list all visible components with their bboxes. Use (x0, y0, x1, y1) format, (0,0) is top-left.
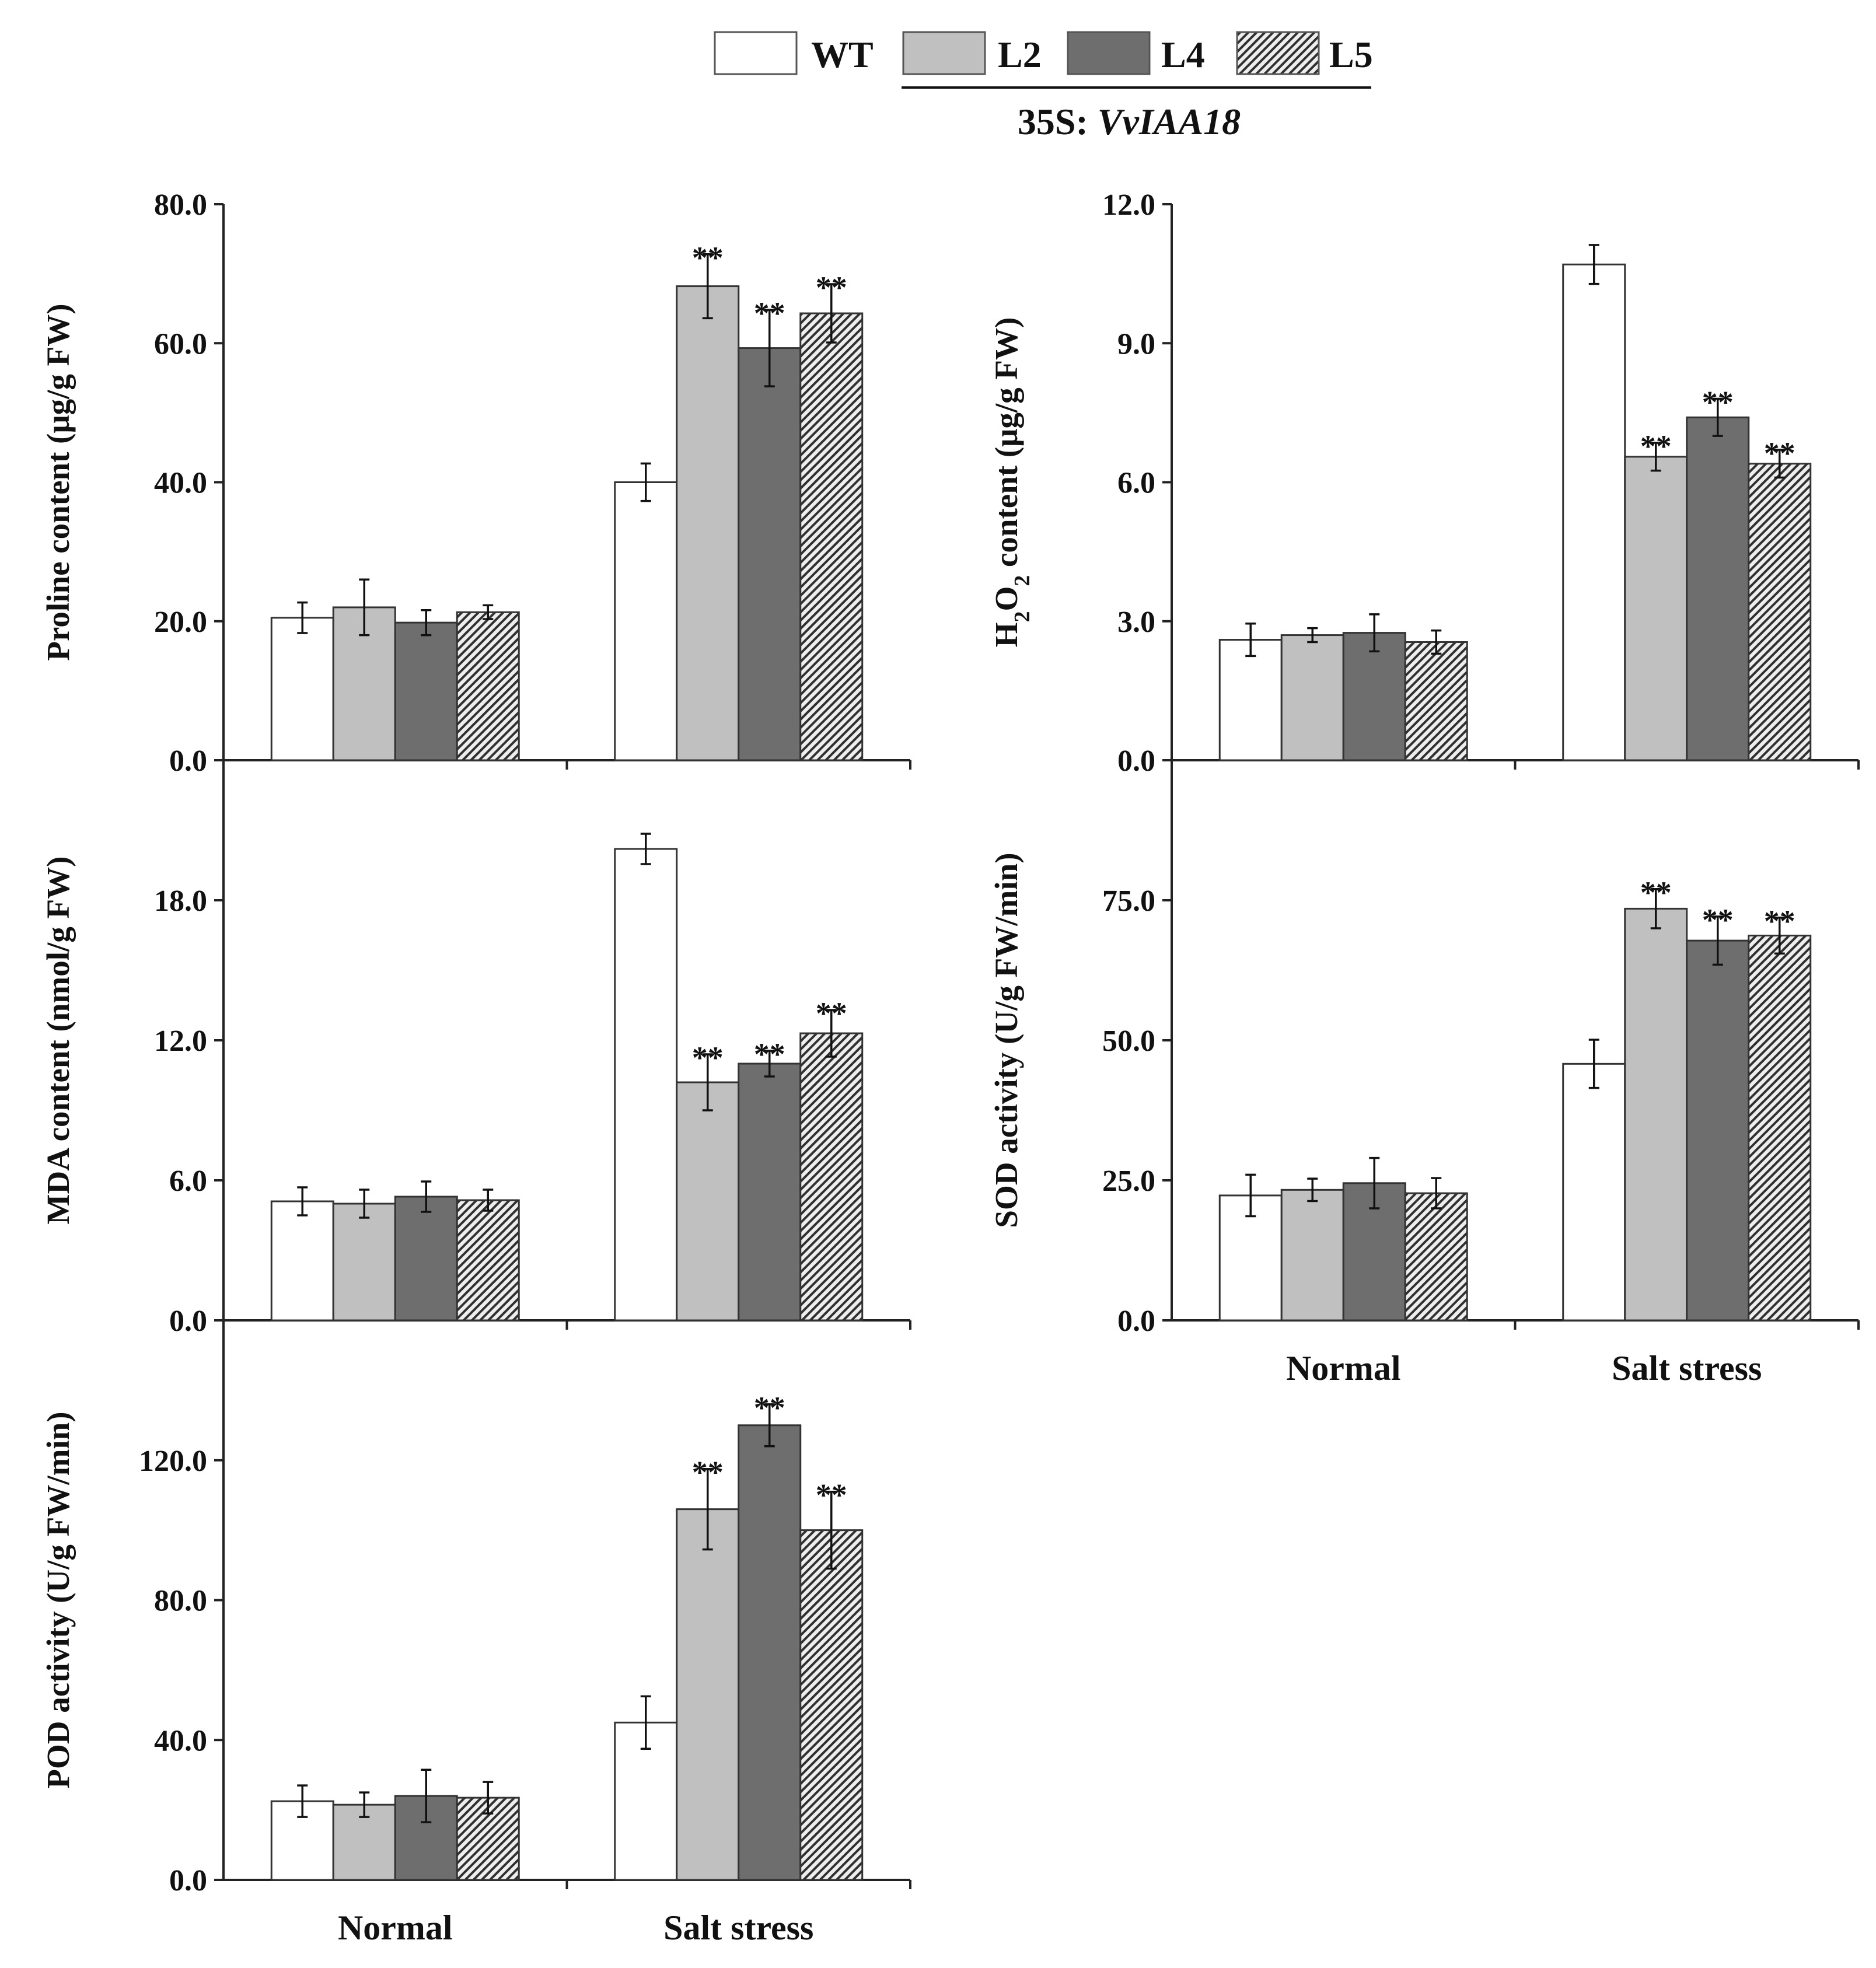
y-tick-label: 9.0 (1117, 327, 1155, 361)
chart-mda: 0.0 6.0 12.0 18.0 ** ** ** MDA content (nmol/g … (40, 760, 911, 1338)
y-tick-label: 25.0 (1102, 1165, 1155, 1198)
x-category-label: Normal (338, 1908, 453, 1947)
y-axis-label: H2O2 content (μg/g FW) (988, 317, 1035, 648)
bar-wt-salt (614, 481, 678, 761)
y-axis-label: SOD activity (U/g FW/min) (988, 852, 1024, 1228)
y-axis-label: MDA content (nmol/g FW) (40, 857, 76, 1225)
y-tick-label: 0.0 (169, 1864, 207, 1897)
y-axis-label: POD activity (U/g FW/min) (40, 1411, 76, 1788)
legend-label-l4: L4 (1161, 34, 1205, 75)
bar-l2-salt (676, 285, 740, 761)
significance-mark: ** (1702, 903, 1734, 938)
significance-mark: ** (692, 1040, 724, 1075)
bar-l5-salt (799, 312, 864, 761)
bar-l5-salt (1748, 463, 1812, 761)
bar-wt-salt (1562, 263, 1626, 761)
significance-mark: ** (816, 996, 847, 1031)
legend-group-caption: 35S: VvIAA18 (1018, 101, 1241, 142)
y-tick-label: 3.0 (1117, 606, 1155, 639)
significance-mark: ** (1640, 875, 1672, 910)
bar-l2-salt (1624, 456, 1688, 761)
charts: 0.0 20.0 40.0 60.0 80.0 ** ** ** Proline content… (40, 188, 1860, 1947)
legend-label-l2: L2 (998, 34, 1042, 75)
bar-l2-salt (676, 1081, 740, 1322)
y-tick-label: 120.0 (139, 1445, 207, 1478)
y-tick-label: 40.0 (154, 467, 207, 500)
legend-label-l5: L5 (1329, 34, 1373, 75)
y-tick-label: 20.0 (154, 606, 207, 639)
significance-mark: ** (754, 296, 785, 331)
bar-l2-normal (1280, 1189, 1344, 1322)
y-tick-label: 12.0 (1102, 188, 1155, 222)
legend-swatch-wt (714, 31, 798, 75)
bar-l4-salt (738, 1424, 802, 1881)
significance-mark: ** (816, 1478, 847, 1513)
legend-swatch-l5 (1236, 31, 1320, 75)
y-tick-label: 6.0 (169, 1165, 207, 1198)
x-category-label: Normal (1286, 1349, 1401, 1387)
y-tick-label: 60.0 (154, 327, 207, 361)
y-tick-label: 50.0 (1102, 1025, 1155, 1058)
y-tick-label: 0.0 (1117, 744, 1155, 778)
bar-l4-salt (738, 347, 802, 761)
significance-mark: ** (754, 1037, 785, 1072)
bar-l5-salt (799, 1529, 864, 1881)
y-tick-label: 40.0 (154, 1724, 207, 1757)
bar-l5-normal (456, 611, 520, 761)
legend-swatch-l2 (902, 31, 986, 75)
bar-l5-normal (1404, 1192, 1468, 1322)
y-tick-label: 80.0 (154, 188, 207, 222)
x-category-label: Salt stress (1612, 1349, 1762, 1387)
bar-wt-salt (1562, 1062, 1626, 1322)
bar-wt-normal (270, 1200, 334, 1322)
legend-label-wt: WT (811, 34, 874, 75)
y-tick-label: 80.0 (154, 1585, 207, 1618)
bar-l2-normal (332, 1203, 396, 1322)
y-tick-label: 0.0 (1117, 1305, 1155, 1338)
y-tick-label: 0.0 (169, 744, 207, 778)
significance-mark: ** (692, 1455, 724, 1490)
legend: WT L2 L4 L5 35S: VvIAA18 (714, 31, 1373, 142)
significance-mark: ** (692, 240, 724, 275)
bar-l2-salt (676, 1508, 740, 1881)
bar-l2-salt (1624, 907, 1688, 1322)
y-tick-label: 0.0 (169, 1305, 207, 1338)
x-category-label: Salt stress (663, 1908, 813, 1947)
y-tick-label: 12.0 (154, 1025, 207, 1058)
chart-pod: 0.0 40.0 80.0 120.0 Normal ** ** ** Salt stress P… (40, 1320, 911, 1947)
bar-l4-salt (738, 1062, 802, 1322)
significance-mark: ** (1640, 429, 1672, 464)
chart-proline: 0.0 20.0 40.0 60.0 80.0 ** ** ** Proline content… (40, 188, 911, 778)
chart-h2o2: 0.0 3.0 6.0 9.0 12.0 ** ** ** H2O2 content (μg/g… (988, 188, 1860, 778)
chart-sod: 0.0 25.0 50.0 75.0 Normal ** ** ** Salt stress SO… (988, 760, 1860, 1387)
significance-mark: ** (1764, 436, 1795, 471)
significance-mark: ** (1764, 904, 1795, 939)
bar-l4-salt (1686, 939, 1750, 1322)
bar-l5-normal (456, 1199, 520, 1322)
bar-wt-salt (614, 848, 678, 1322)
bar-l4-normal (1342, 1182, 1406, 1322)
bar-l5-salt (1748, 934, 1812, 1322)
bar-l4-salt (1686, 416, 1750, 761)
significance-mark: ** (816, 270, 847, 305)
bar-wt-normal (270, 617, 334, 761)
y-axis-label: Proline content (μg/g FW) (40, 303, 76, 660)
bar-wt-normal (1218, 639, 1283, 761)
bar-l5-normal (1404, 641, 1468, 761)
significance-mark: ** (754, 1390, 785, 1425)
y-tick-label: 6.0 (1117, 467, 1155, 500)
legend-swatch-l4 (1067, 31, 1151, 75)
significance-mark: ** (1702, 385, 1734, 420)
y-tick-label: 18.0 (154, 885, 207, 918)
bar-l4-normal (394, 621, 458, 761)
y-tick-label: 75.0 (1102, 885, 1155, 918)
bar-l2-normal (1280, 634, 1344, 761)
bar-l5-salt (799, 1032, 864, 1322)
bar-l4-normal (394, 1196, 458, 1322)
